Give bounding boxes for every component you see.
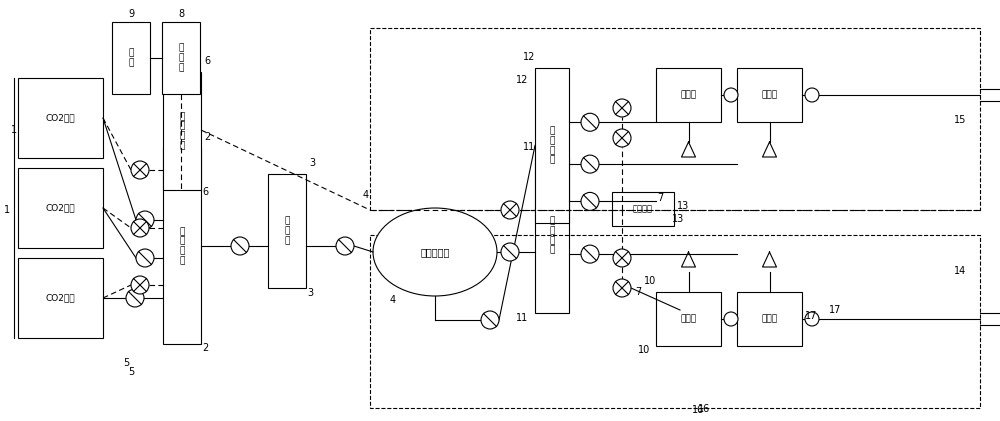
Text: 5: 5 (123, 358, 129, 368)
Circle shape (581, 192, 599, 210)
Text: 气相汇管: 气相汇管 (633, 205, 653, 213)
Text: 6: 6 (202, 187, 208, 197)
Text: 15: 15 (954, 115, 966, 125)
Text: 密闭混砂车: 密闭混砂车 (420, 247, 450, 257)
Circle shape (581, 245, 599, 263)
Text: 增
压
泵: 增 压 泵 (284, 217, 290, 245)
Circle shape (501, 201, 519, 219)
Circle shape (131, 219, 149, 237)
Circle shape (805, 312, 819, 326)
Text: 7: 7 (657, 193, 663, 203)
Bar (656, 292, 721, 346)
Text: 液
相
汇
管: 液 相 汇 管 (179, 227, 185, 265)
Bar (18, 258, 103, 338)
Circle shape (131, 276, 149, 294)
Text: 1: 1 (4, 205, 10, 215)
Bar (535, 158, 569, 313)
Text: 17: 17 (805, 311, 817, 321)
Circle shape (724, 312, 738, 326)
Text: 2: 2 (202, 343, 208, 353)
Text: 13: 13 (677, 201, 689, 211)
Circle shape (336, 237, 354, 255)
Circle shape (231, 237, 249, 255)
Text: CO2罐车: CO2罐车 (46, 293, 75, 303)
Bar (18, 168, 103, 248)
Circle shape (136, 211, 154, 229)
Text: 14: 14 (954, 266, 966, 276)
Circle shape (581, 155, 599, 173)
Bar (737, 68, 802, 122)
Text: 16: 16 (698, 404, 710, 414)
Text: 16: 16 (692, 405, 704, 415)
Circle shape (481, 311, 499, 329)
Circle shape (613, 249, 631, 267)
Text: 10: 10 (644, 276, 656, 286)
Ellipse shape (373, 208, 497, 296)
Text: 17: 17 (829, 305, 841, 315)
Bar (370, 28, 980, 210)
Circle shape (613, 129, 631, 147)
Text: 压裂车: 压裂车 (680, 91, 697, 99)
Circle shape (613, 279, 631, 297)
Text: 3: 3 (309, 158, 315, 168)
Text: 11: 11 (523, 142, 535, 152)
Bar (163, 72, 201, 190)
Circle shape (581, 113, 599, 131)
Circle shape (136, 249, 154, 267)
Text: 压裂车: 压裂车 (761, 314, 778, 323)
Bar (612, 192, 674, 226)
Text: 液
氮: 液 氮 (128, 49, 134, 67)
Text: 压裂车: 压裂车 (680, 314, 697, 323)
Text: CO2罐车: CO2罐车 (46, 203, 75, 213)
Bar (268, 174, 306, 288)
Text: CO2罐车: CO2罐车 (46, 114, 75, 123)
Text: 4: 4 (363, 190, 369, 200)
Text: 8: 8 (178, 9, 184, 19)
Text: 5: 5 (128, 367, 134, 377)
Bar (370, 235, 980, 408)
Circle shape (724, 88, 738, 102)
Bar (112, 22, 150, 94)
Circle shape (131, 161, 149, 179)
Text: 1: 1 (11, 125, 17, 135)
Text: 12: 12 (523, 52, 535, 62)
Text: 液
相
汇
管: 液 相 汇 管 (549, 216, 555, 255)
Text: 12: 12 (516, 75, 528, 85)
Text: 液
相
汇
管: 液 相 汇 管 (549, 126, 555, 165)
Bar (18, 78, 103, 158)
Bar (163, 148, 201, 344)
Text: 11: 11 (516, 313, 528, 323)
Bar (162, 22, 200, 94)
Bar (535, 68, 569, 223)
Text: 液
氮
泵: 液 氮 泵 (178, 44, 184, 72)
Text: 气
相
汇
管: 气 相 汇 管 (179, 112, 185, 150)
Text: 7: 7 (635, 287, 641, 297)
Circle shape (501, 243, 519, 261)
Text: 3: 3 (307, 288, 313, 298)
Text: 9: 9 (128, 9, 134, 19)
Text: 2: 2 (204, 132, 210, 142)
Text: 10: 10 (638, 345, 650, 355)
Circle shape (805, 88, 819, 102)
Text: 13: 13 (672, 214, 684, 224)
Text: 4: 4 (390, 295, 396, 305)
Circle shape (126, 289, 144, 307)
Circle shape (613, 99, 631, 117)
Text: 压裂车: 压裂车 (761, 91, 778, 99)
Bar (737, 292, 802, 346)
Bar (656, 68, 721, 122)
Text: 6: 6 (204, 56, 210, 66)
